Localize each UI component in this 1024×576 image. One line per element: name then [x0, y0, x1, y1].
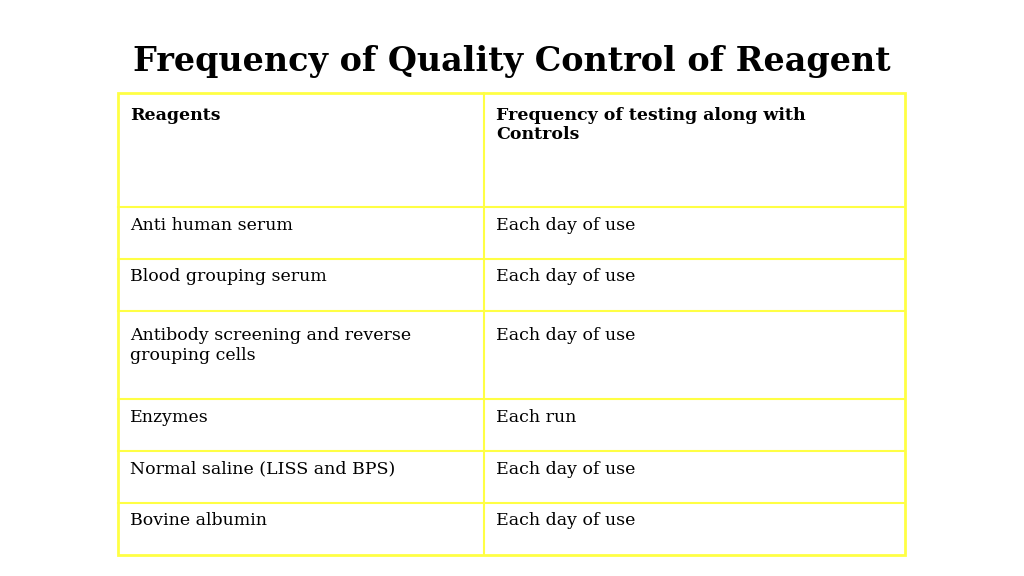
Text: Each day of use: Each day of use [496, 217, 635, 233]
Text: Anti human serum: Anti human serum [130, 217, 293, 233]
Text: Bovine albumin: Bovine albumin [130, 513, 267, 529]
Text: Enzymes: Enzymes [130, 408, 209, 426]
Text: Frequency of Quality Control of Reagent: Frequency of Quality Control of Reagent [133, 45, 891, 78]
Text: Each run: Each run [496, 408, 577, 426]
Text: Reagents: Reagents [130, 107, 220, 124]
Text: Each day of use: Each day of use [496, 268, 635, 286]
Text: Antibody screening and reverse
grouping cells: Antibody screening and reverse grouping … [130, 327, 411, 363]
Text: Each day of use: Each day of use [496, 513, 635, 529]
Text: Blood grouping serum: Blood grouping serum [130, 268, 327, 286]
Text: Frequency of testing along with
Controls: Frequency of testing along with Controls [496, 107, 806, 143]
Text: Each day of use: Each day of use [496, 327, 635, 344]
Text: Each day of use: Each day of use [496, 461, 635, 478]
Text: Normal saline (LISS and BPS): Normal saline (LISS and BPS) [130, 461, 395, 478]
